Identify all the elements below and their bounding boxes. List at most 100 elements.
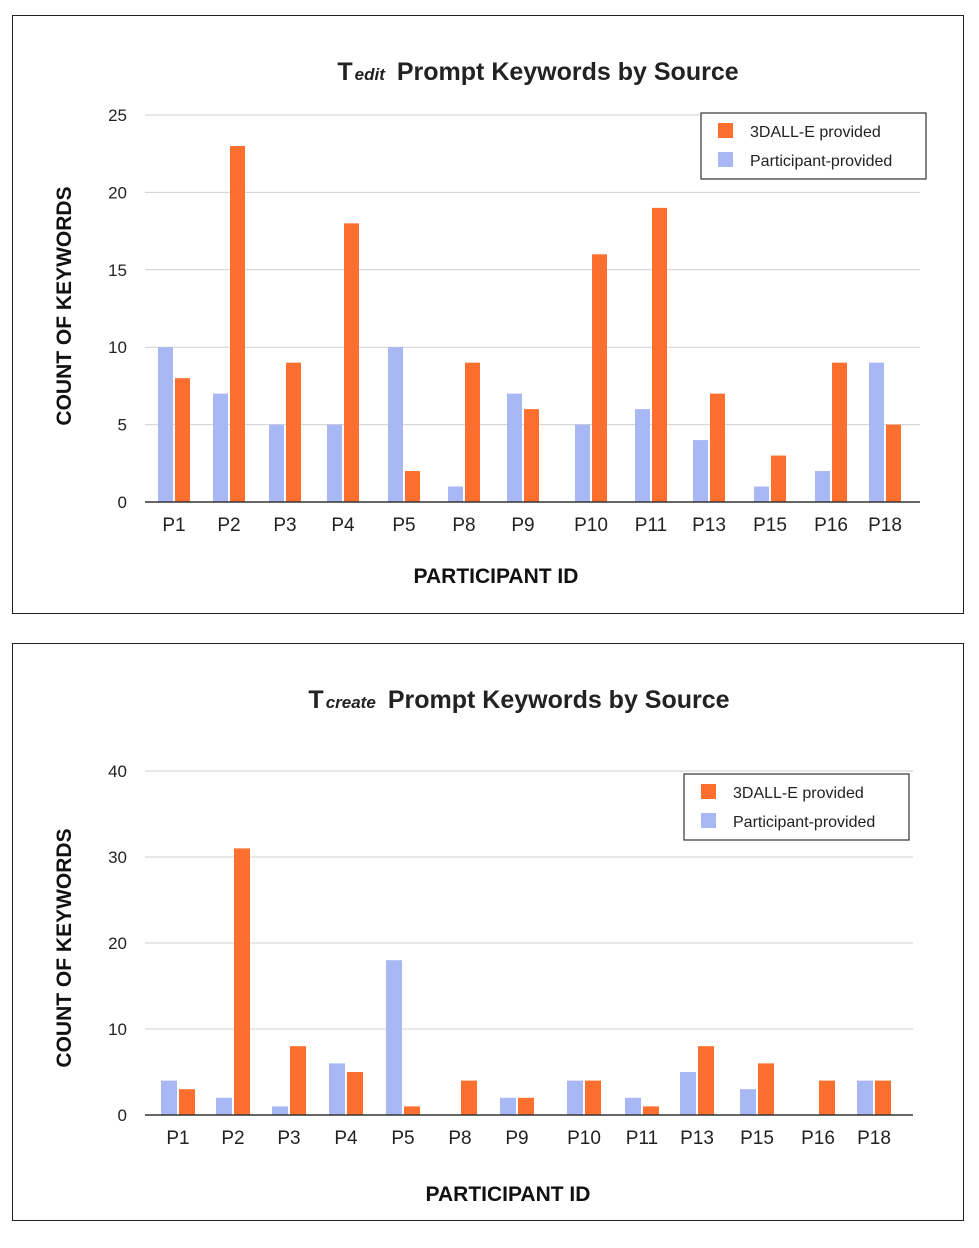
bar-participant-p15 xyxy=(754,486,769,502)
bar-provided-p4 xyxy=(347,1072,363,1115)
x-tick-label: P2 xyxy=(217,515,240,536)
bar-participant-p2 xyxy=(213,393,228,502)
bar-participant-p9 xyxy=(507,393,522,502)
bar-participant-p11 xyxy=(635,409,650,502)
bar-provided-p10 xyxy=(585,1080,601,1115)
legend-box xyxy=(700,112,927,180)
bar-participant-p5 xyxy=(388,347,403,502)
y-tick-label: 0 xyxy=(118,1106,127,1125)
bar-participant-p13 xyxy=(693,440,708,502)
y-tick-label: 5 xyxy=(118,416,127,435)
x-axis-title: PARTICIPANT ID xyxy=(414,565,579,588)
bar-provided-p4 xyxy=(344,223,359,503)
legend-box xyxy=(683,773,910,841)
bar-provided-p5 xyxy=(405,471,420,502)
legend: 3DALL-E provided Participant-provided xyxy=(700,112,927,180)
bar-participant-p9 xyxy=(500,1097,516,1115)
bar-provided-p18 xyxy=(886,424,901,502)
y-tick-label: 25 xyxy=(108,106,127,125)
x-tick-label: P15 xyxy=(740,1128,774,1149)
bar-provided-p11 xyxy=(643,1106,659,1115)
legend-entry: 3DALL-E provided xyxy=(750,124,881,141)
bar-provided-p2 xyxy=(234,848,250,1115)
x-tick-label: P15 xyxy=(753,515,787,536)
x-tick-label: P18 xyxy=(868,515,902,536)
legend-swatch xyxy=(701,813,716,828)
x-tick-label: P8 xyxy=(448,1128,471,1149)
chart-title-main: T xyxy=(337,58,352,86)
x-axis-title: PARTICIPANT ID xyxy=(426,1183,591,1206)
chart-title-main: T xyxy=(308,686,323,714)
chart-title-rest: Prompt Keywords by Source xyxy=(397,58,739,86)
bar-participant-p18 xyxy=(869,362,884,502)
bar-provided-p1 xyxy=(175,378,190,502)
x-tick-label: P11 xyxy=(626,1128,658,1149)
bar-provided-p3 xyxy=(286,362,301,502)
chart-title-rest: Prompt Keywords by Source xyxy=(388,686,730,714)
bar-provided-p10 xyxy=(592,254,607,502)
bar-provided-p18 xyxy=(875,1080,891,1115)
legend-swatch xyxy=(718,123,733,138)
bar-provided-p3 xyxy=(290,1046,306,1115)
bar-provided-p9 xyxy=(518,1097,534,1115)
bar-participant-p3 xyxy=(269,424,284,502)
bar-participant-p13 xyxy=(680,1072,696,1115)
bar-provided-p5 xyxy=(404,1106,420,1115)
y-tick-label: 0 xyxy=(118,493,127,512)
x-tick-label: P5 xyxy=(391,1128,414,1149)
y-axis-title: COUNT OF KEYWORDS xyxy=(53,186,76,425)
y-tick-label: 10 xyxy=(108,1020,127,1039)
legend-entry: Participant-provided xyxy=(733,814,875,831)
x-tick-label: P9 xyxy=(511,515,534,536)
legend-swatch xyxy=(718,152,733,167)
legend-entry: Participant-provided xyxy=(750,153,892,170)
bar-participant-p4 xyxy=(327,424,342,502)
legend-swatch xyxy=(701,784,716,799)
bar-participant-p8 xyxy=(448,486,463,502)
y-tick-label: 30 xyxy=(108,848,127,867)
y-tick-label: 20 xyxy=(108,183,127,202)
bar-participant-p4 xyxy=(329,1063,345,1115)
bar-participant-p2 xyxy=(216,1097,232,1115)
bar-provided-p8 xyxy=(461,1080,477,1115)
x-tick-label: P3 xyxy=(273,515,296,536)
bar-participant-p10 xyxy=(567,1080,583,1115)
bar-participant-p15 xyxy=(740,1089,756,1115)
x-tick-label: P1 xyxy=(162,515,185,536)
legend-entry: 3DALL-E provided xyxy=(733,785,864,802)
x-tick-label: P10 xyxy=(574,515,608,536)
x-tick-label: P5 xyxy=(392,515,415,536)
plot-area: 0 10 20 30 40 P1 P2 P3 P4 P5 P8 P9 P10 P11 P13 P15 P16 P1… xyxy=(108,762,913,1149)
x-tick-label: P8 xyxy=(452,515,475,536)
x-tick-label: P11 xyxy=(635,515,667,536)
x-tick-label: P3 xyxy=(277,1128,300,1149)
bar-provided-p11 xyxy=(652,207,667,502)
x-tick-label: P4 xyxy=(331,515,355,536)
bar-provided-p13 xyxy=(698,1046,714,1115)
y-tick-label: 20 xyxy=(108,934,127,953)
y-tick-label: 15 xyxy=(108,261,127,280)
bar-participant-p1 xyxy=(161,1080,177,1115)
y-tick-label: 40 xyxy=(108,762,127,781)
y-tick-label: 10 xyxy=(108,338,127,357)
plot-area: 0 5 10 15 20 25 P1 P2 P3 P4 P5 P8 P9 P10 P11 P13 P15 P16 P… xyxy=(108,106,920,536)
bar-provided-p1 xyxy=(179,1089,195,1115)
bar-participant-p16 xyxy=(815,471,830,502)
x-tick-label: P4 xyxy=(334,1128,358,1149)
bar-participant-p18 xyxy=(857,1080,873,1115)
chart-title-subscript: create xyxy=(326,693,376,712)
x-tick-label: P10 xyxy=(567,1128,601,1149)
chart-title-subscript: edit xyxy=(355,65,387,84)
bar-participant-p1 xyxy=(158,347,173,502)
bar-participant-p3 xyxy=(272,1106,288,1115)
x-tick-label: P2 xyxy=(221,1128,244,1149)
bar-provided-p15 xyxy=(758,1063,774,1115)
x-tick-label: P1 xyxy=(166,1128,189,1149)
bar-participant-p5 xyxy=(386,960,402,1115)
x-tick-label: P13 xyxy=(680,1128,714,1149)
